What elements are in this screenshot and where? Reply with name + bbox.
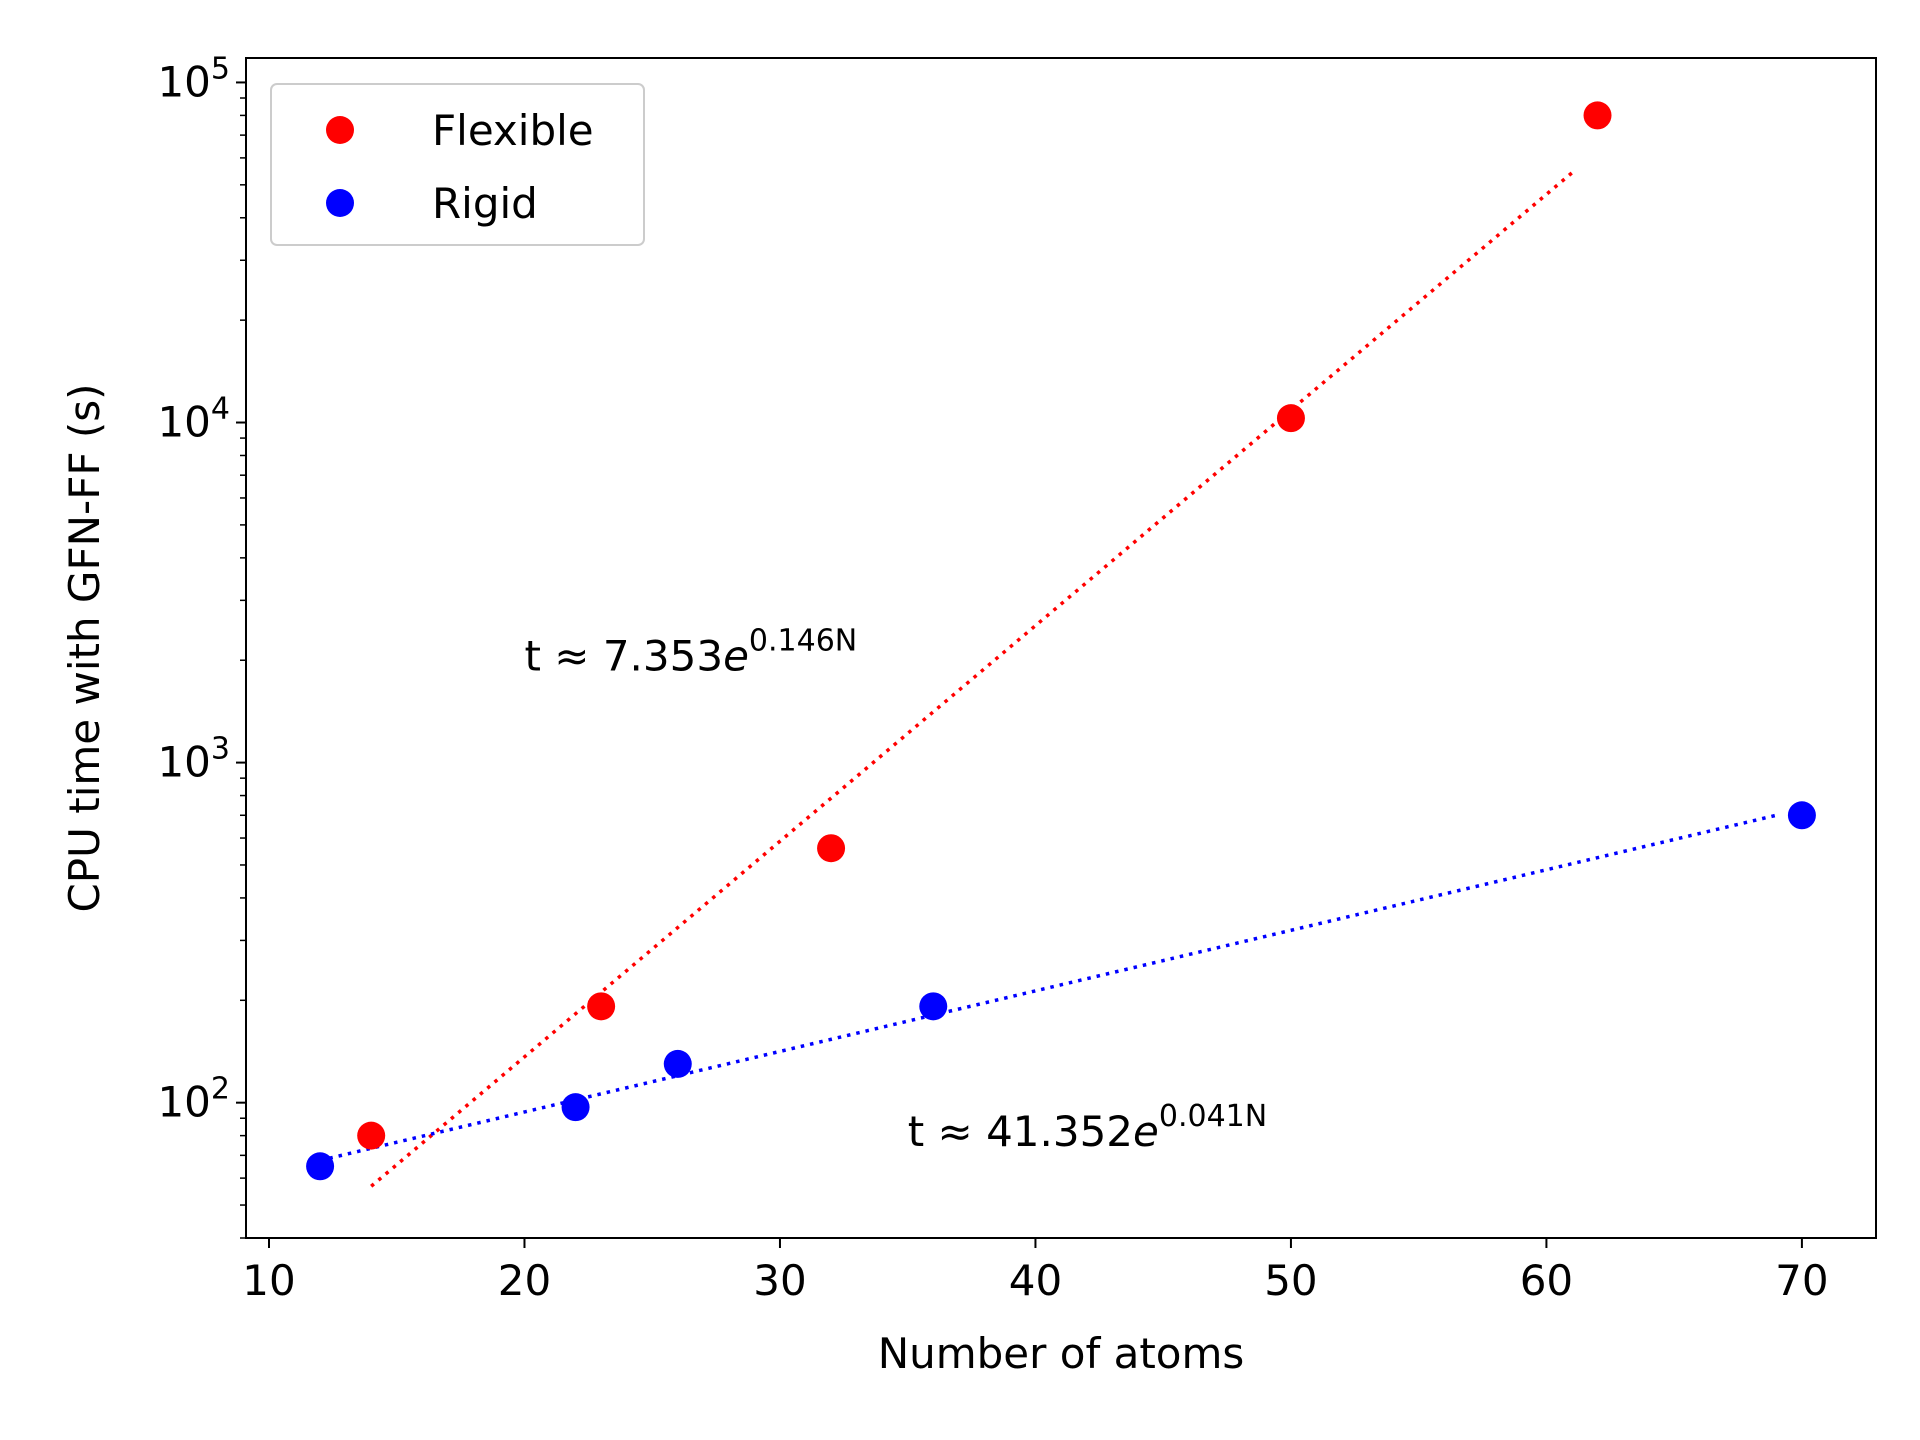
x-tick-label: 50: [1264, 1256, 1317, 1305]
fit-annotations: t ≈ 7.353e0.146N t ≈ 41.352e0.041N: [524, 624, 1267, 1156]
x-axis-label: Number of atoms: [878, 1329, 1245, 1378]
y-tick-label: 102: [157, 1072, 230, 1127]
fit-equation-flexible: t ≈ 7.353e0.146N: [524, 624, 857, 681]
legend-label-flexible: Flexible: [432, 106, 594, 155]
x-tick-label: 30: [753, 1256, 806, 1305]
y-axis-label: CPU time with GFN-FF (s): [60, 383, 109, 912]
legend-box: [270, 83, 645, 246]
data-point-rigid: [306, 1152, 335, 1181]
data-point-flexible: [817, 834, 846, 863]
y-tick-label: 103: [157, 732, 230, 787]
data-point-flexible: [587, 992, 616, 1021]
legend-label-rigid: Rigid: [432, 179, 538, 228]
legend-marker-flexible: [326, 116, 354, 144]
y-tick-label: 104: [157, 392, 230, 447]
data-point-rigid: [919, 992, 948, 1021]
data-point-flexible: [1276, 404, 1305, 433]
x-tick-label: 10: [242, 1256, 295, 1305]
plot-frame: [245, 57, 1877, 1239]
data-point-flexible: [1583, 101, 1612, 130]
x-tick-label: 40: [1009, 1256, 1062, 1305]
legend: Flexible Rigid: [270, 83, 645, 246]
data-point-rigid: [1787, 801, 1816, 830]
x-tick-label: 70: [1775, 1256, 1828, 1305]
legend-marker-rigid: [326, 189, 354, 217]
y-tick-label: 105: [157, 51, 230, 106]
data-point-rigid: [663, 1049, 692, 1078]
x-axis: 10 20 30 40 50 60 70: [242, 1238, 1829, 1305]
data-point-rigid: [561, 1093, 590, 1122]
x-tick-label: 20: [498, 1256, 551, 1305]
x-tick-label: 60: [1520, 1256, 1573, 1305]
data-point-flexible: [357, 1121, 386, 1150]
fit-equation-rigid: t ≈ 41.352e0.041N: [908, 1099, 1268, 1156]
data-points: [306, 101, 1816, 1181]
y-axis: 102 103 104 105: [157, 51, 246, 1239]
